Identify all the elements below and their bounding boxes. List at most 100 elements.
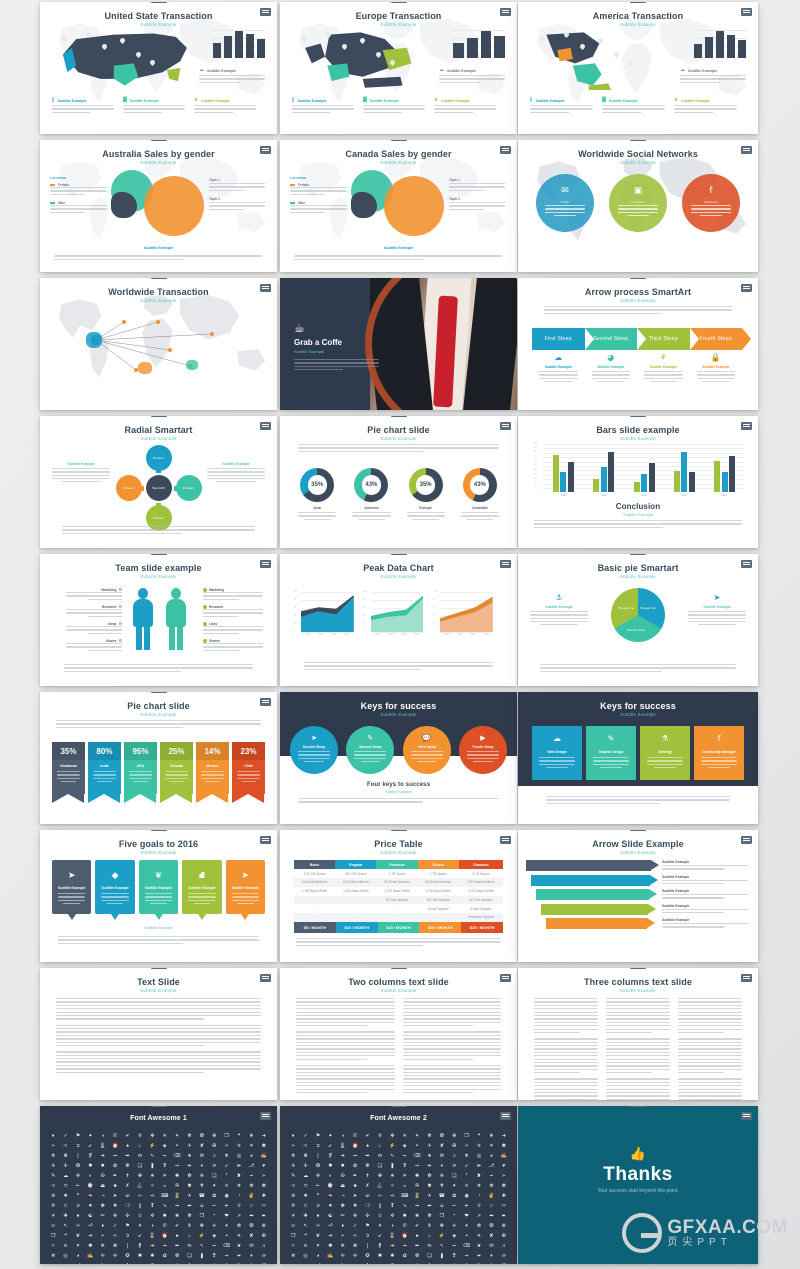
slide-basic-pie-smartart[interactable]: Basic pie Smartart Subtitle Example Proces… bbox=[518, 554, 758, 686]
slide-tab-handle[interactable] bbox=[150, 278, 167, 279]
radial-center[interactable]: Plan 2015 bbox=[145, 475, 172, 501]
price-button-deluxe[interactable]: $20 / MONTH bbox=[419, 922, 462, 933]
chevron-step-2[interactable]: Second Steep bbox=[584, 328, 646, 350]
donut-europe[interactable]: 35% bbox=[408, 468, 443, 502]
slide-grab-a-coffe[interactable]: ☕ Grab a Coffe Subtitle Example bbox=[280, 278, 517, 410]
donut-america[interactable]: 43% bbox=[354, 468, 389, 502]
slide-tab-handle[interactable] bbox=[150, 692, 167, 693]
slide-tab-handle[interactable] bbox=[390, 416, 407, 417]
slide-menu-icon[interactable] bbox=[741, 422, 752, 430]
slide-two-columns-text-slide[interactable]: Two columns text slide Subtitle Example bbox=[280, 968, 517, 1100]
ribbon-usa[interactable]: 95% USA bbox=[124, 742, 157, 794]
slide-menu-icon[interactable] bbox=[741, 836, 752, 844]
slide-font-awesome-2[interactable]: Font Awesome 2 ♦ ✓ ⚑ ✦ ◑ ✆ ✔ ✞ ✥ ✭ ✴ ✻ ❂ ❉ ❒ ❝ ❦ ➜ ➣ ➪ ➲ ➹ ⌛ ⏰ ♠ ⌂… bbox=[280, 1106, 517, 1264]
arrow-band-4[interactable] bbox=[541, 903, 648, 915]
slide-tab-handle[interactable] bbox=[630, 416, 646, 417]
key-card-3[interactable]: ⚗ Strategy bbox=[640, 726, 690, 780]
slide-menu-icon[interactable] bbox=[741, 8, 752, 16]
slide-menu-icon[interactable] bbox=[741, 146, 752, 154]
slide-pie-chart-slide-donuts[interactable]: Pie chart slide Subtitle Example 35% Asia 43… bbox=[280, 416, 517, 548]
slide-arrow-slide-example[interactable]: Arrow Slide Example Subtitle Example Subti… bbox=[518, 830, 758, 962]
pie-chart[interactable] bbox=[611, 588, 665, 642]
pin-card-4[interactable]: ⛘ Subtitle Example bbox=[182, 860, 222, 914]
slide-tab-handle[interactable] bbox=[630, 2, 646, 3]
slide-menu-icon[interactable] bbox=[500, 560, 511, 568]
slide-tab-handle[interactable] bbox=[390, 830, 407, 831]
slide-tab-handle[interactable] bbox=[390, 140, 407, 141]
slide-menu-icon[interactable] bbox=[260, 8, 271, 16]
slide-menu-icon[interactable] bbox=[741, 1112, 752, 1120]
slide-tab-handle[interactable] bbox=[630, 830, 646, 831]
slide-menu-icon[interactable] bbox=[500, 836, 511, 844]
slide-menu-icon[interactable] bbox=[500, 1112, 511, 1120]
slide-tab-handle[interactable] bbox=[390, 968, 407, 969]
key-circle-2[interactable]: ✎ Second Steep bbox=[346, 726, 395, 774]
slide-tab-handle[interactable] bbox=[150, 416, 167, 417]
slide-worldwide-transaction[interactable]: Worldwide Transaction Subtitle Example bbox=[40, 278, 277, 410]
slide-tab-handle[interactable] bbox=[390, 1106, 407, 1107]
slide-menu-icon[interactable] bbox=[500, 974, 511, 982]
slide-peak-data-chart[interactable]: Peak Data Chart Subtitle Example 100 80 60 40… bbox=[280, 554, 517, 686]
slide-price-table[interactable]: Price Table Subtitle Example Basic Regular P… bbox=[280, 830, 517, 962]
slide-menu-icon[interactable] bbox=[500, 146, 511, 154]
price-button-premium[interactable]: $15 / MONTH bbox=[377, 922, 420, 933]
slide-menu-icon[interactable] bbox=[260, 698, 271, 706]
key-card-1[interactable]: ☁ Web Design bbox=[532, 726, 582, 780]
slide-tab-handle[interactable] bbox=[630, 278, 646, 279]
slide-font-awesome-1[interactable]: Font Awesome 1 ♦ ✓ ⚑ ✦ ◑ ✆ ✔ ✞ ✥ ✭ ✴ ✻ ❂ ❉ ❒ ❝ ❦ ➜ ➣ ➪ ➲ ➹ ⌛ ⏰ ♠ ⌂… bbox=[40, 1106, 277, 1264]
key-circle-3[interactable]: 💬 Third Steep bbox=[402, 726, 451, 774]
key-circle-1[interactable]: ➤ Second Steep bbox=[290, 726, 338, 774]
chevron-step-1[interactable]: First Steep bbox=[532, 328, 594, 350]
slide-radial-smartart[interactable]: Radial Smartart Subtitle Example Process 1… bbox=[40, 416, 277, 548]
slide-menu-icon[interactable] bbox=[260, 422, 271, 430]
slide-keys-for-success-circles[interactable]: Keys for success Subtitle Example ➤ Second … bbox=[280, 692, 517, 824]
pin-card-3[interactable]: ❦ Subtitle Example bbox=[138, 860, 179, 914]
donut-australia[interactable]: 43% bbox=[462, 468, 497, 502]
slide-menu-icon[interactable] bbox=[260, 146, 271, 154]
radial-node-left[interactable]: Process 4 bbox=[115, 475, 142, 501]
slide-three-columns-text-slide[interactable]: Three columns text slide Subtitle Example bbox=[518, 968, 758, 1100]
ribbon-chile[interactable]: 23% Chile bbox=[232, 742, 265, 794]
social-circle-instagram[interactable]: ▣ Instagram bbox=[609, 174, 667, 232]
slide-europe-transaction[interactable]: Europe Transaction Subtitle Example ☁ Subti… bbox=[280, 2, 517, 134]
slide-tab-handle[interactable] bbox=[630, 968, 646, 969]
slide-canada-sales-by-gender[interactable]: Canada Sales by gender Subtitle Example LO… bbox=[280, 140, 517, 272]
slide-menu-icon[interactable] bbox=[260, 560, 271, 568]
chevron-step-4[interactable]: Fourth Steep bbox=[689, 328, 751, 350]
arrow-band-2[interactable] bbox=[531, 874, 650, 886]
slide-america-transaction[interactable]: America Transaction Subtitle Example ☁ Subt… bbox=[518, 2, 758, 134]
ribbon-india[interactable]: 80% India bbox=[88, 742, 121, 794]
slide-worldwide-social-networks[interactable]: Worldwide Social Networks Subtitle Exampl… bbox=[518, 140, 758, 272]
key-card-4[interactable]: f Community Manager bbox=[694, 726, 744, 780]
slide-tab-handle[interactable] bbox=[150, 968, 167, 969]
slide-tab-handle[interactable] bbox=[150, 1106, 167, 1107]
social-circle-facebook[interactable]: f Facebook bbox=[682, 174, 740, 232]
slide-tab-handle[interactable] bbox=[150, 554, 167, 555]
slide-tab-handle[interactable] bbox=[150, 830, 167, 831]
price-button-regular[interactable]: $10 / MONTH bbox=[335, 922, 378, 933]
slide-tab-handle[interactable] bbox=[150, 140, 167, 141]
pin-card-2[interactable]: ◆ Subtitle Example bbox=[95, 860, 135, 914]
slide-tab-handle[interactable] bbox=[630, 554, 646, 555]
ribbon-honduras[interactable]: 35% Honduras bbox=[52, 742, 85, 794]
slide-text-slide[interactable]: Text Slide Subtitle Example bbox=[40, 968, 277, 1100]
slide-menu-icon[interactable] bbox=[741, 974, 752, 982]
slide-bars-slide-example[interactable]: Bars slide example Subtitle Example 100 90 8… bbox=[518, 416, 758, 548]
slide-tab-handle[interactable] bbox=[630, 140, 646, 141]
slide-tab-handle[interactable] bbox=[150, 2, 167, 3]
price-button-diamond[interactable]: $25 / MONTH bbox=[461, 922, 503, 933]
slide-keys-for-success-cards[interactable]: Keys for success Subtitle Example ☁ Web Des… bbox=[518, 692, 758, 824]
slide-arrow-process-smartart[interactable]: Arrow process SmartArt Subtitle Example Fi… bbox=[518, 278, 758, 410]
price-button-basic[interactable]: $5 / MONTH bbox=[294, 922, 336, 933]
slide-menu-icon[interactable] bbox=[500, 8, 511, 16]
ribbon-mexico[interactable]: 14% Mexico bbox=[196, 742, 229, 794]
key-card-2[interactable]: ✎ Graphic Design bbox=[586, 726, 636, 780]
radial-node-top[interactable]: Process 1 bbox=[145, 445, 172, 471]
slide-menu-icon[interactable] bbox=[500, 422, 511, 430]
arrow-band-1[interactable] bbox=[526, 860, 651, 871]
slide-menu-icon[interactable] bbox=[260, 284, 271, 292]
arrow-band-5[interactable] bbox=[546, 918, 647, 929]
pin-card-5[interactable]: ➤ Subtitle Example bbox=[225, 860, 265, 914]
arrow-band-3[interactable] bbox=[536, 889, 649, 900]
key-circle-4[interactable]: ▶ Fourth Steep bbox=[459, 726, 507, 774]
